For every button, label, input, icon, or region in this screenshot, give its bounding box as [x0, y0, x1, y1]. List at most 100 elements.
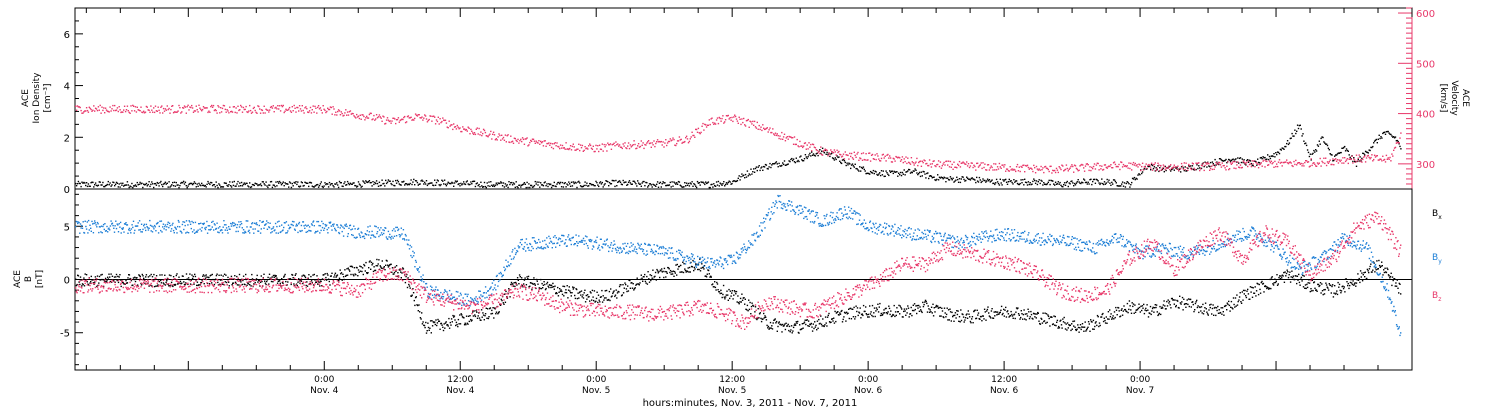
density-series-point: [755, 166, 758, 168]
bx-series-point: [1100, 316, 1102, 318]
density-series-point: [592, 184, 594, 186]
bx-series-point: [1206, 311, 1208, 313]
bx-series-point: [1096, 314, 1099, 317]
velocity-series-point: [637, 143, 640, 145]
bx-series-point: [557, 295, 560, 297]
density-series-point: [1286, 142, 1288, 145]
velocity-series-point: [841, 155, 844, 157]
velocity-series-point: [1128, 162, 1130, 164]
bx-series-point: [828, 312, 830, 315]
density-series-point: [1038, 179, 1040, 181]
bx-series-point: [1119, 315, 1122, 317]
bx-series-point: [839, 313, 842, 315]
density-series-point: [365, 180, 367, 182]
velocity-series-point: [755, 127, 758, 129]
density-series-point: [170, 185, 172, 187]
velocity-series-point: [1060, 168, 1062, 171]
density-series-point: [1012, 183, 1014, 185]
bx-series-point: [748, 299, 750, 301]
bx-series-point: [357, 275, 359, 277]
bx-series-point: [237, 278, 239, 280]
density-series-point: [881, 174, 884, 176]
density-series-point: [997, 182, 1000, 185]
bx-series-point: [234, 281, 237, 283]
bx-series-point: [605, 297, 607, 299]
density-series-point: [915, 169, 917, 171]
density-series-point: [492, 185, 494, 187]
bx-series-point: [577, 292, 579, 294]
velocity-series-point: [231, 111, 234, 113]
bx-series-point: [622, 284, 624, 286]
density-series-point: [308, 185, 310, 188]
density-series-point: [455, 181, 458, 183]
bx-series-point: [1230, 300, 1233, 303]
bx-series-point: [519, 276, 521, 278]
bx-series-point: [1303, 275, 1305, 277]
density-series-point: [1209, 161, 1212, 164]
velocity-series-point: [1114, 163, 1117, 166]
velocity-series-point: [721, 117, 723, 120]
bx-series-point: [751, 302, 753, 304]
bx-series-point: [1012, 317, 1014, 319]
velocity-series-point: [889, 155, 891, 157]
velocity-series-point: [1218, 161, 1221, 164]
density-series-point: [1125, 182, 1127, 185]
bx-series-point: [334, 274, 336, 276]
velocity-series-point: [357, 115, 360, 117]
velocity-series-point: [626, 147, 628, 150]
velocity-series-point: [104, 112, 106, 114]
density-series-point: [931, 177, 933, 179]
velocity-series-point: [464, 129, 467, 131]
bx-series-point: [167, 283, 169, 286]
bx-series-point: [625, 288, 628, 290]
bx-series-point: [442, 326, 444, 328]
bx-series-point: [614, 294, 617, 296]
velocity-series-point: [407, 115, 410, 117]
velocity-series-point: [1304, 161, 1306, 164]
density-series-point: [228, 184, 230, 186]
bx-series-point: [730, 295, 732, 297]
velocity-series-point: [490, 130, 492, 133]
velocity-series-point: [109, 106, 111, 108]
density-series-point: [1002, 179, 1004, 181]
bx-series-point: [572, 286, 574, 288]
bx-series-point: [643, 276, 645, 278]
density-series-point: [811, 151, 813, 153]
density-series-point: [356, 185, 359, 187]
velocity-series-point: [1162, 164, 1165, 166]
density-series-point: [978, 176, 981, 179]
density-series-point: [1237, 157, 1239, 159]
bx-series-point: [334, 272, 337, 274]
bx-series-point: [247, 283, 250, 285]
bx-series-point: [692, 259, 694, 262]
bx-series-point: [1203, 310, 1205, 312]
bx-series-point: [913, 309, 915, 312]
density-series-point: [549, 183, 551, 186]
density-series-point: [1257, 161, 1260, 164]
density-series-point: [188, 183, 190, 186]
bx-series-point: [801, 323, 804, 325]
bx-series-point: [126, 282, 129, 284]
density-series-point: [120, 182, 122, 184]
velocity-series-point: [196, 109, 198, 111]
density-series-point: [754, 167, 757, 170]
bx-series-point: [601, 289, 603, 292]
bx-series-point: [848, 308, 850, 310]
velocity-series-point: [444, 119, 447, 121]
velocity-series-point: [134, 106, 137, 108]
velocity-series-point: [744, 125, 747, 127]
density-series-point: [126, 181, 129, 183]
density-series-point: [739, 179, 741, 181]
bx-series-point: [573, 286, 575, 289]
density-series-point: [484, 185, 487, 188]
density-series-point: [1111, 181, 1113, 184]
bx-series-point: [1027, 308, 1029, 310]
density-series-point: [406, 184, 409, 186]
velocity-series-point: [379, 116, 381, 118]
density-series-point: [546, 183, 548, 185]
velocity-series-point: [854, 154, 856, 157]
density-series-point: [833, 159, 836, 161]
velocity-series-point: [928, 159, 931, 161]
density-series-point: [241, 185, 244, 187]
velocity-series-point: [182, 107, 184, 109]
